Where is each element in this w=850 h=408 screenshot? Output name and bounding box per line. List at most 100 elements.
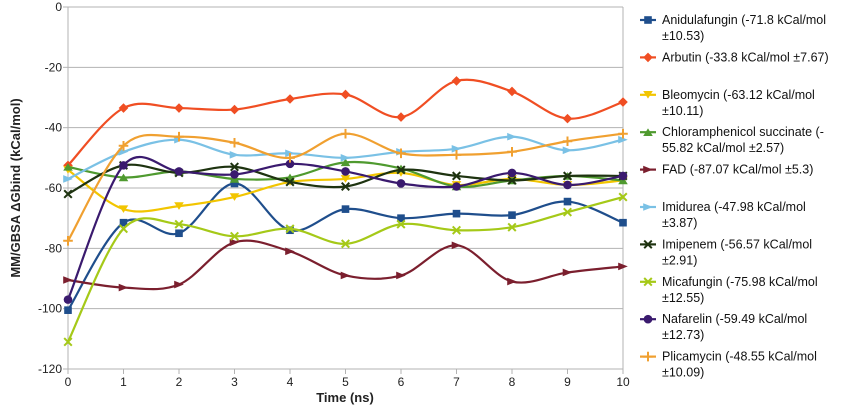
data-point <box>174 219 184 229</box>
legend-label: ±10.11) <box>662 104 703 118</box>
data-point <box>452 209 461 218</box>
legend-item: Imidurea (-47.98 kCal/mol ±3.87) <box>640 200 806 230</box>
data-point <box>340 128 351 139</box>
data-point <box>563 197 572 206</box>
legend-item: Micafungin (-75.98 kCal/mol ±12.55) <box>640 275 818 305</box>
y-tick-label: -120 <box>38 362 62 376</box>
legend-label: Imidurea (-47.98 kCal/mol <box>662 200 806 214</box>
data-point <box>118 103 129 113</box>
x-tick-label: 5 <box>342 375 349 389</box>
y-tick-label: -100 <box>38 302 62 316</box>
series-fad <box>63 238 628 292</box>
legend-label: Chloramphenicol succinate (- <box>662 125 824 139</box>
data-point <box>396 271 406 280</box>
legend-swatch-marker <box>643 165 653 174</box>
legend-label: ±12.73) <box>662 328 704 342</box>
data-point <box>119 218 128 227</box>
data-point <box>285 177 295 187</box>
series-anidulafungin <box>64 179 627 314</box>
data-point <box>174 280 184 289</box>
legend-item: Anidulafungin (-71.8 kCal/mol ±10.53) <box>640 13 826 43</box>
legend-label: Plicamycin (-48.55 kCal/mol <box>662 350 817 364</box>
data-point <box>63 337 73 347</box>
data-point <box>63 163 73 171</box>
data-point <box>340 271 351 280</box>
legend-swatch-marker <box>643 314 653 324</box>
data-point <box>63 235 73 246</box>
legend-swatch-marker <box>643 52 653 63</box>
data-point <box>285 159 295 169</box>
data-point <box>396 219 406 229</box>
legend-swatch-marker <box>643 277 653 287</box>
legend-label: Arbutin (-33.8 kCal/mol ±7.67) <box>662 50 829 64</box>
legend-label: Bleomycin (-63.12 kCal/mol <box>662 88 815 102</box>
legend-label: ±10.09) <box>662 366 704 380</box>
x-tick-label: 9 <box>564 375 571 389</box>
data-point <box>340 154 351 162</box>
data-point <box>563 180 572 190</box>
x-tick-label: 6 <box>398 375 405 389</box>
data-point <box>562 113 573 124</box>
data-point <box>562 136 573 147</box>
data-point <box>452 182 461 191</box>
data-point <box>451 76 462 86</box>
data-point <box>507 222 517 232</box>
legend-item: Arbutin (-33.8 kCal/mol ±7.67) <box>640 50 829 64</box>
legend-label: Anidulafungin (-71.8 kCal/mol <box>662 13 826 27</box>
series-line <box>67 182 624 311</box>
data-point <box>285 153 295 163</box>
legend-label: FAD (-87.07 kCal/mol ±5.3) <box>662 163 813 177</box>
legend-label: ±12.55) <box>662 291 704 305</box>
data-point <box>396 179 406 188</box>
legend-item: Nafarelin (-59.49 kCal/mol ±12.73) <box>640 312 807 342</box>
data-point <box>619 218 627 227</box>
data-point <box>507 277 517 286</box>
data-point <box>174 131 184 142</box>
legend-item: FAD (-87.07 kCal/mol ±5.3) <box>640 163 813 177</box>
data-point <box>229 238 240 247</box>
data-point <box>341 167 350 176</box>
data-point <box>229 175 240 183</box>
data-point <box>618 262 628 271</box>
series-plicamycin <box>63 128 628 246</box>
legend-item: Bleomycin (-63.12 kCal/mol ±10.11) <box>640 88 815 118</box>
x-tick-label: 0 <box>65 375 72 389</box>
data-point <box>285 247 295 256</box>
data-point <box>396 165 406 175</box>
data-point <box>396 112 406 122</box>
x-tick-label: 2 <box>176 375 183 389</box>
data-point <box>229 162 240 172</box>
legend-swatch-marker <box>643 128 653 136</box>
data-point <box>507 168 517 178</box>
x-tick-label: 10 <box>616 375 630 389</box>
series-line <box>66 156 624 301</box>
legend-item: Plicamycin (-48.55 kCal/mol ±10.09) <box>640 350 817 380</box>
data-point <box>508 211 516 219</box>
data-point <box>341 205 350 213</box>
series-nafarelin <box>63 156 628 304</box>
data-point <box>229 231 240 241</box>
x-tick-label: 1 <box>120 375 127 389</box>
data-point <box>286 226 294 235</box>
data-point <box>64 306 72 314</box>
data-point <box>340 89 351 100</box>
legend-item: Chloramphenicol succinate (- 55.82 kCal/m… <box>640 125 824 155</box>
data-point <box>451 225 462 235</box>
y-axis-title: MM/GBSA ΔGbind (kCal/mol) <box>8 98 23 277</box>
legend-swatch-marker <box>643 351 653 362</box>
x-axis-title: Time (ns) <box>316 390 374 405</box>
data-point <box>229 151 240 159</box>
data-point <box>507 175 517 185</box>
data-point <box>618 171 628 181</box>
data-point <box>229 193 240 201</box>
legend-swatch-marker <box>643 203 653 211</box>
series-micafungin <box>63 192 628 347</box>
data-point <box>562 146 573 155</box>
y-tick-label: -40 <box>45 121 63 135</box>
data-point <box>618 135 628 144</box>
data-point <box>118 283 129 292</box>
x-tick-label: 3 <box>231 375 238 389</box>
